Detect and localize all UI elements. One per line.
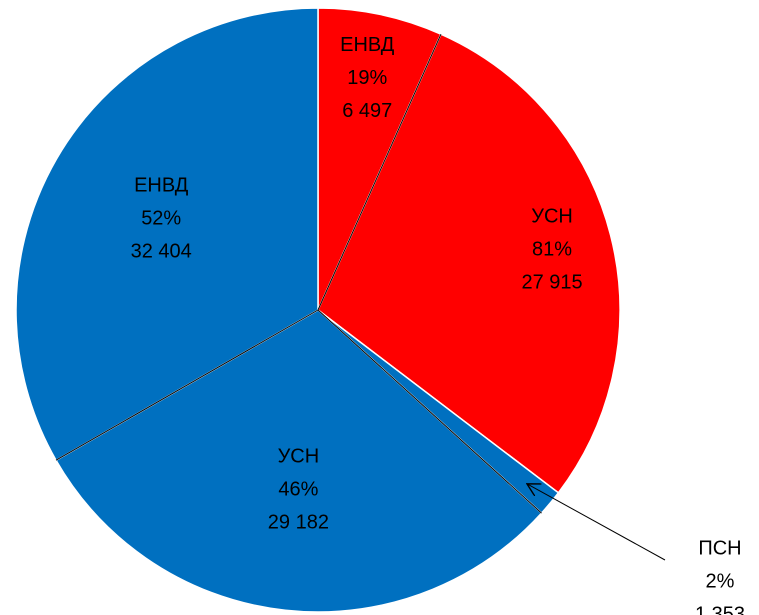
slice-value: 32 404	[131, 240, 192, 262]
pie-slice	[317, 7, 442, 311]
slice-divider	[55, 309, 319, 461]
slice-percent: 52%	[141, 207, 181, 229]
slice-category: ЕНВД	[340, 34, 395, 56]
slice-category: ПСН	[698, 537, 741, 559]
slice-value: 1 353	[695, 603, 745, 615]
slice-percent: 81%	[532, 238, 572, 260]
slice-value: 6 497	[342, 100, 392, 122]
slice-category: УСН	[531, 205, 573, 227]
slice-percent: 19%	[347, 67, 387, 89]
pie-slice	[317, 33, 621, 494]
callout-arrow	[527, 484, 666, 561]
pie-slice	[15, 7, 319, 462]
slice-value: 29 182	[268, 511, 329, 533]
slice-percent: 46%	[278, 478, 318, 500]
slice-divider	[317, 33, 442, 311]
pie-slice	[54, 309, 543, 613]
slice-category: УСН	[278, 445, 320, 467]
slice-percent: 2%	[706, 570, 735, 592]
slice-divider	[317, 309, 542, 514]
slice-category: ЕНВД	[134, 174, 189, 196]
slice-value: 27 915	[521, 271, 582, 293]
